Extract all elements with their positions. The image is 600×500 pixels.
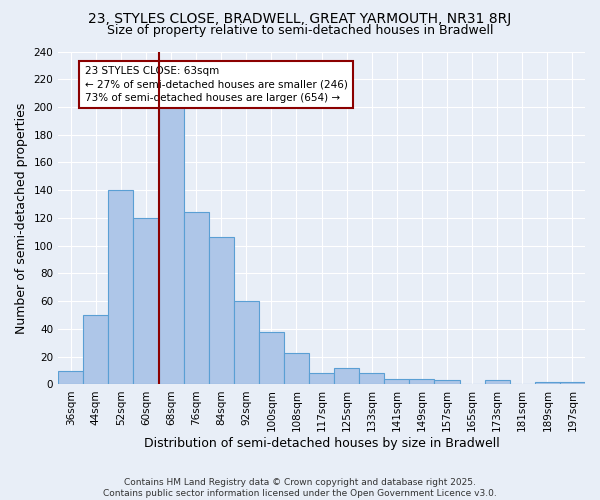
Bar xyxy=(83,315,109,384)
Text: 23, STYLES CLOSE, BRADWELL, GREAT YARMOUTH, NR31 8RJ: 23, STYLES CLOSE, BRADWELL, GREAT YARMOU… xyxy=(88,12,512,26)
Bar xyxy=(184,212,209,384)
Bar xyxy=(535,382,560,384)
Bar xyxy=(334,368,359,384)
Bar xyxy=(284,352,309,384)
Bar xyxy=(434,380,460,384)
Bar xyxy=(109,190,133,384)
Text: Size of property relative to semi-detached houses in Bradwell: Size of property relative to semi-detach… xyxy=(107,24,493,37)
Bar xyxy=(234,301,259,384)
Bar xyxy=(359,374,385,384)
Text: Contains HM Land Registry data © Crown copyright and database right 2025.
Contai: Contains HM Land Registry data © Crown c… xyxy=(103,478,497,498)
Bar xyxy=(209,238,234,384)
Bar xyxy=(158,93,184,384)
X-axis label: Distribution of semi-detached houses by size in Bradwell: Distribution of semi-detached houses by … xyxy=(144,437,499,450)
Y-axis label: Number of semi-detached properties: Number of semi-detached properties xyxy=(15,102,28,334)
Bar xyxy=(133,218,158,384)
Bar xyxy=(560,382,585,384)
Bar xyxy=(385,379,409,384)
Bar xyxy=(58,370,83,384)
Bar xyxy=(409,379,434,384)
Text: 23 STYLES CLOSE: 63sqm
← 27% of semi-detached houses are smaller (246)
73% of se: 23 STYLES CLOSE: 63sqm ← 27% of semi-det… xyxy=(85,66,347,103)
Bar xyxy=(309,374,334,384)
Bar xyxy=(259,332,284,384)
Bar xyxy=(485,380,510,384)
